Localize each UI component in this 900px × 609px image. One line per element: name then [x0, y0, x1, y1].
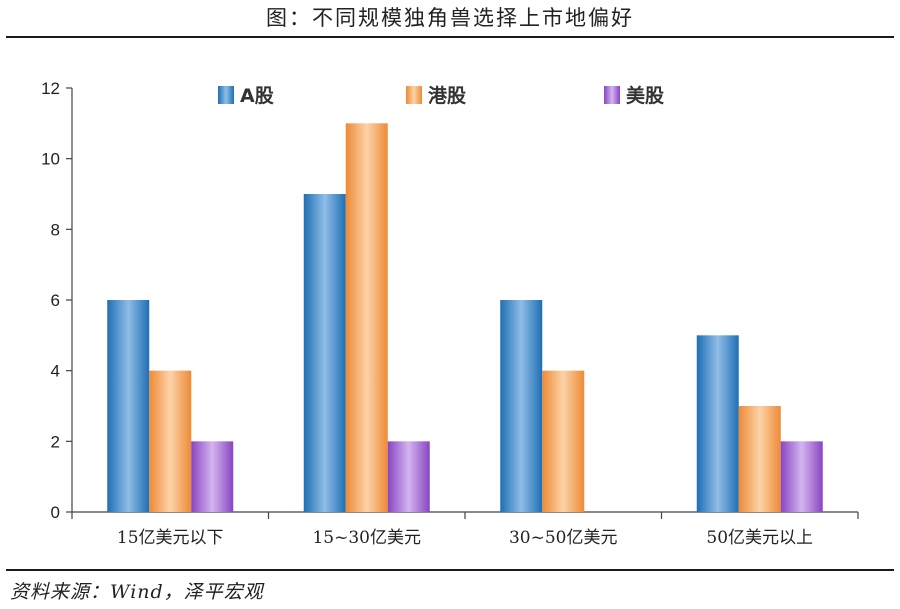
bar-hk-share [149, 370, 192, 512]
y-tick-label: 2 [51, 432, 60, 451]
bar-hk-share [345, 123, 388, 512]
y-tick-label: 8 [51, 220, 60, 239]
bar-us-share [387, 441, 430, 512]
x-category-label: 50亿美元以上 [706, 528, 813, 548]
bar-a-share [107, 300, 150, 512]
legend-label: 美股 [626, 84, 664, 107]
legend-swatch [406, 86, 422, 104]
bar-a-share [500, 300, 543, 512]
x-category-label: 15亿美元以下 [117, 528, 224, 548]
bars [107, 123, 823, 512]
bar-us-share [191, 441, 234, 512]
bar-a-share [696, 335, 739, 512]
bar-a-share [303, 194, 346, 512]
top-rule [6, 36, 894, 38]
legend-label: A股 [240, 85, 274, 107]
x-category-label: 30~50亿美元 [509, 528, 618, 548]
y-tick-label: 10 [41, 150, 60, 169]
y-tick-label: 0 [51, 503, 60, 522]
bottom-rule [6, 569, 894, 571]
legend-swatch [218, 86, 234, 104]
legend: A股 港股 美股 [218, 84, 664, 107]
source-note: 资料来源：Wind，泽平宏观 [10, 581, 264, 603]
y-tick-label: 6 [51, 291, 60, 310]
bar-us-share [780, 441, 823, 512]
chart-title: 图：不同规模独角兽选择上市地偏好 [266, 6, 634, 30]
y-tick-label: 12 [41, 79, 60, 98]
bar-hk-share [738, 406, 781, 512]
x-category-label: 15~30亿美元 [312, 528, 421, 548]
legend-swatch [604, 86, 620, 104]
y-tick-label: 4 [51, 362, 60, 381]
bar-hk-share [542, 370, 585, 512]
legend-label: 港股 [428, 85, 466, 107]
